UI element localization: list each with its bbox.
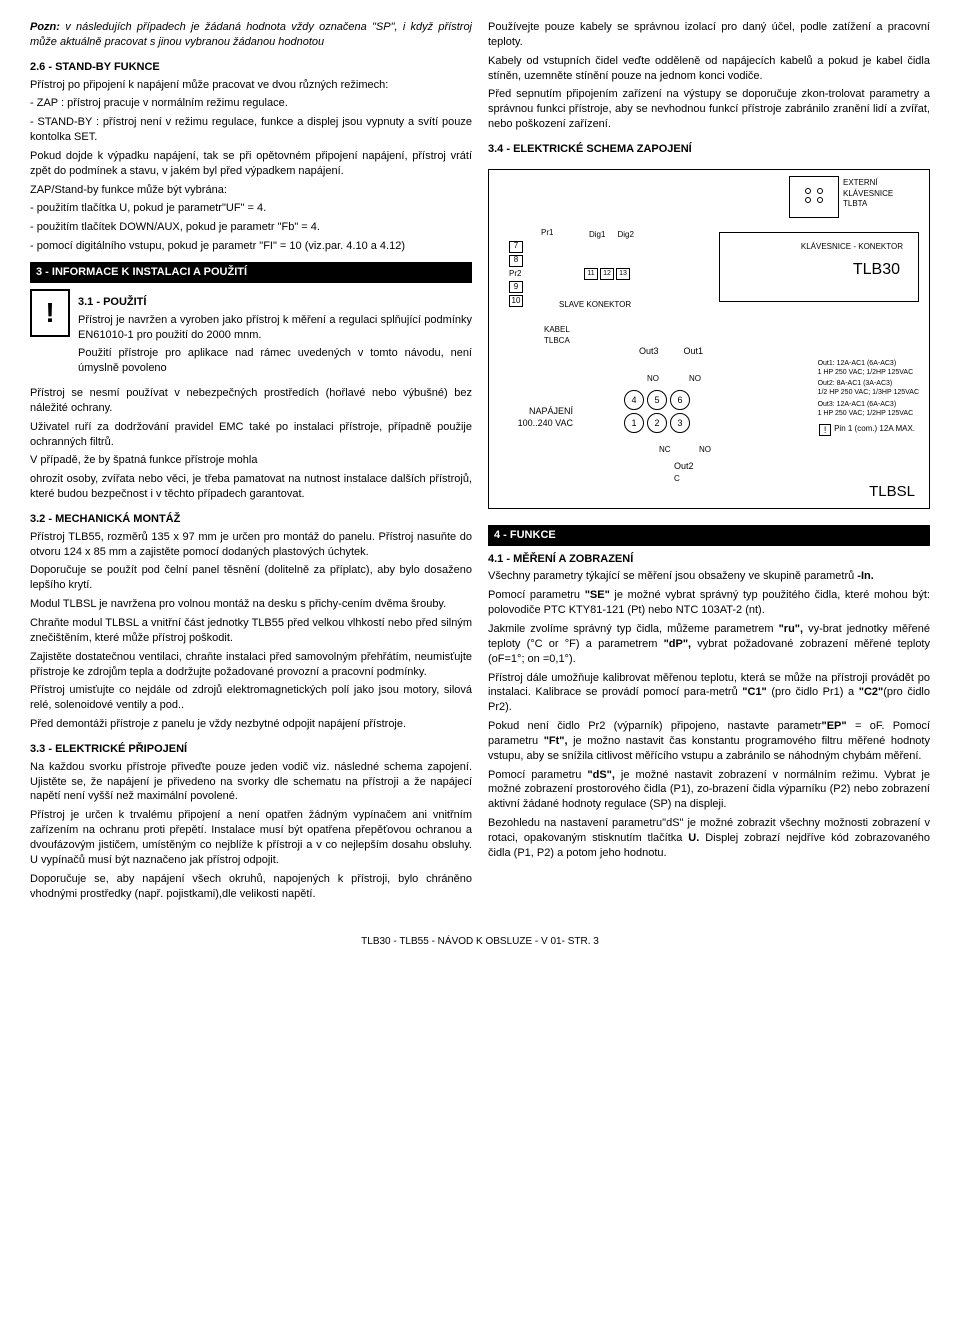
- s32-p3: Modul TLBSL je navržena pro volnou montá…: [30, 597, 472, 612]
- s33-title: 3.3 - ELEKTRICKÉ PŘIPOJENÍ: [30, 742, 472, 757]
- s31-block: 3.1 - POUŽITÍ Přístroj je navržen a vyro…: [78, 289, 472, 380]
- s31-p1: Přístroj je navržen a vyroben jako příst…: [78, 313, 472, 343]
- warning-box: ! 3.1 - POUŽITÍ Přístroj je navržen a vy…: [30, 289, 472, 380]
- s32-p1: Přístroj TLB55, rozměrů 135 x 97 mm je u…: [30, 530, 472, 560]
- s41-p6: Pomocí parametru "dS", je možné nastavit…: [488, 768, 930, 813]
- s26-p4: Pokud dojde k výpadku napájení, tak se p…: [30, 149, 472, 179]
- external-keypad-box: [789, 176, 839, 218]
- s32-p6: Přístroj umisťujte co nejdále od zdrojů …: [30, 683, 472, 713]
- s41-p1: Všechny parametry týkající se měření jso…: [488, 569, 930, 584]
- page-footer: TLB30 - TLB55 - NÁVOD K OBSLUZE - V 01- …: [30, 935, 930, 949]
- s41-title: 4.1 - MĚŘENÍ A ZOBRAZENÍ: [488, 552, 930, 567]
- s41-p2: Pomocí parametru "SE" je možné vybrat sp…: [488, 588, 930, 618]
- r-p1: Používejte pouze kabely se správnou izol…: [488, 20, 930, 50]
- s31-p4: Uživatel ruří za dodržování pravidel EMC…: [30, 420, 472, 450]
- right-column: Používejte pouze kabely se správnou izol…: [488, 20, 930, 905]
- s41-p4: Přístroj dále umožňuje kalibrovat měřeno…: [488, 671, 930, 716]
- s26-p6: - použitím tlačítka U, pokud je parametr…: [30, 201, 472, 216]
- out-labels: Out3 Out1: [639, 345, 703, 357]
- slave-connector-label: SLAVE KONEKTOR: [559, 300, 631, 311]
- s33-p1: Na každou svorku přístroje přiveďte pouz…: [30, 760, 472, 805]
- section-2-6-title: 2.6 - STAND-BY FUKNCE: [30, 60, 472, 75]
- wiring-schema: EXTERNÍ KLÁVESNICE TLBTA Pr1 7 8 Pr2 9 1…: [488, 169, 930, 509]
- s34-title: 3.4 - ELEKTRICKÉ SCHEMA ZAPOJENÍ: [488, 142, 930, 157]
- s32-p5: Zajistěte dostatečnou ventilaci, chraňte…: [30, 650, 472, 680]
- tlbsl-label: TLBSL: [869, 482, 915, 502]
- s26-p5: ZAP/Stand-by funkce může být vybrána:: [30, 183, 472, 198]
- s26-p1: Přístroj po připojení k napájení může pr…: [30, 78, 472, 93]
- ext-keypad-label: EXTERNÍ KLÁVESNICE TLBTA: [843, 178, 923, 210]
- s26-p3: - STAND-BY : přístroj není v režimu regu…: [30, 115, 472, 145]
- r-p3: Před sepnutím připojením zařízení na výs…: [488, 87, 930, 132]
- s31-p3: Přístroj se nesmí používat v nebezpečnýc…: [30, 386, 472, 416]
- s41-p5: Pokud není čidlo Pr2 (výparník) připojen…: [488, 719, 930, 764]
- cable-label: KABEL TLBCA: [544, 325, 570, 347]
- note-paragraph: Pozn: v následujích případech je žádaná …: [30, 20, 472, 50]
- note-text: v následujích případech je žádaná hodnot…: [30, 21, 472, 48]
- s41-p3: Jakmile zvolíme správný typ čidla, můžem…: [488, 622, 930, 667]
- page-content: Pozn: v následujích případech je žádaná …: [30, 20, 930, 905]
- s31-p5: V případě, že by špatná funkce přístroje…: [30, 453, 472, 468]
- pin1-note: ! Pin 1 (com.) 12A MAX.: [819, 424, 915, 436]
- s32-p2: Doporučuje se použít pod čelní panel těs…: [30, 563, 472, 593]
- warning-icon: !: [30, 289, 70, 337]
- terminal-block: 4 5 6 1 2 3: [624, 390, 690, 433]
- s26-p7: - použitím tlačítek DOWN/AUX, pokud je p…: [30, 220, 472, 235]
- s32-title: 3.2 - MECHANICKÁ MONTÁŽ: [30, 512, 472, 527]
- section-4-header: 4 - FUNKCE: [488, 525, 930, 546]
- s31-p2: Použití přístroje pro aplikace nad rámec…: [78, 346, 472, 376]
- r-p2: Kabely od vstupních čidel veďte odděleně…: [488, 54, 930, 84]
- s41-p7: Bezohledu na nastavení parametru"dS" je …: [488, 816, 930, 861]
- power-label: NAPÁJENÍ 100..240 VAC: [503, 405, 573, 429]
- keyboard-connector-label: KLÁVESNICE - KONEKTOR: [801, 242, 903, 253]
- note-label: Pozn:: [30, 21, 60, 33]
- left-column: Pozn: v následujích případech je žádaná …: [30, 20, 472, 905]
- s31-title: 3.1 - POUŽITÍ: [78, 295, 472, 310]
- s26-p2: - ZAP : přístroj pracuje v normálním rež…: [30, 96, 472, 111]
- section-3-header: 3 - INFORMACE K INSTALACI A POUŽITÍ: [30, 262, 472, 283]
- s33-p2: Přístroj je určen k trvalému připojení a…: [30, 808, 472, 867]
- dig-inputs: Dig1 Dig2: [589, 230, 634, 241]
- s33-p3: Doporučuje se, aby napájení všech okruhů…: [30, 872, 472, 902]
- s31-p6: ohrozit osoby, zvířata nebo věci, je tře…: [30, 472, 472, 502]
- s32-p4: Chraňte modul TLBSL a vnitřní část jedno…: [30, 616, 472, 646]
- s32-p7: Před demontáži přístroje z panelu je vžd…: [30, 717, 472, 732]
- output-specs: Out1: 12A-AC1 (6A-AC3) 1 HP 250 VAC; 1/2…: [818, 360, 919, 419]
- out2-label: Out2 C: [674, 460, 694, 485]
- s26-p8: - pomocí digitálního vstupu, pokud je pa…: [30, 239, 472, 254]
- pr-terminals: Pr1 7 8 Pr2 9 10: [509, 228, 553, 310]
